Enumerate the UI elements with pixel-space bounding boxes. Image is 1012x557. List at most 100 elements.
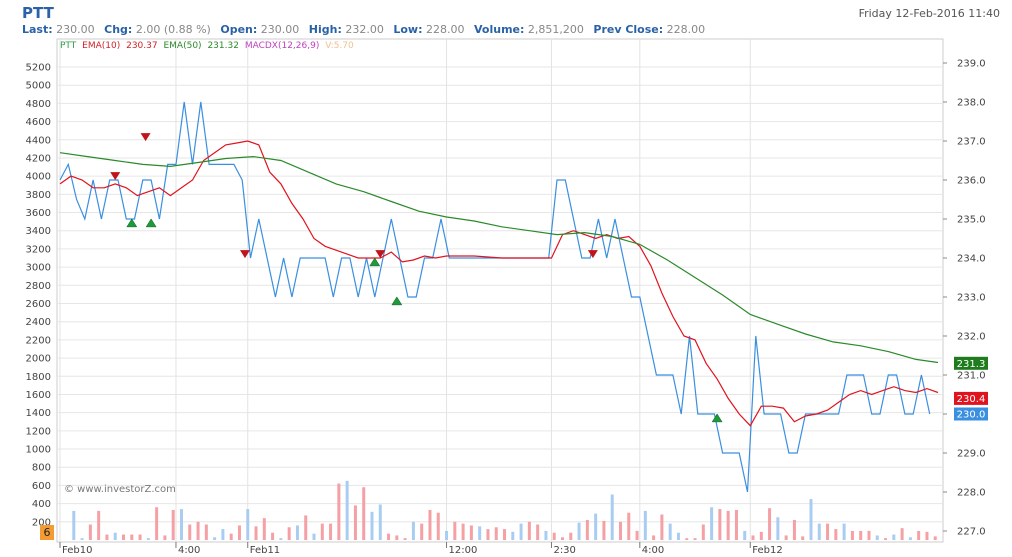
volume-bar xyxy=(204,524,208,540)
last-value-text: 230.0 xyxy=(957,410,986,421)
volume-bar xyxy=(486,529,490,540)
volume-bar xyxy=(387,533,391,540)
quote-value: 2,851,200 xyxy=(527,23,584,36)
volume-bar xyxy=(80,538,84,540)
volume-tick-label: 5000 xyxy=(26,81,51,92)
volume-bar xyxy=(337,483,341,540)
volume-bar xyxy=(875,535,879,540)
volume-bar xyxy=(436,512,440,540)
volume-bar xyxy=(834,529,838,540)
volume-bar xyxy=(610,494,614,540)
volume-bar xyxy=(88,524,92,540)
price-tick-label: 238.0 xyxy=(957,98,986,109)
quote-value: 228.00 xyxy=(666,23,706,36)
volume-bar xyxy=(221,529,225,540)
last-value-labels: 231.3 230.4 230.0 xyxy=(954,356,988,421)
price-axis: 227.0 228.0 229.0 230.0 231.0 232.0 233.0 234.0… xyxy=(943,59,986,538)
volume-bar xyxy=(809,499,813,540)
volume-bar xyxy=(676,532,680,540)
volume-bar xyxy=(420,523,424,540)
volume-bar xyxy=(652,535,656,540)
sell-signal-icon xyxy=(140,133,151,142)
volume-bar xyxy=(792,519,796,540)
volume-bar xyxy=(378,504,382,540)
volume-bar xyxy=(362,487,366,540)
price-tick-label: 236.0 xyxy=(957,176,986,187)
volume-bar xyxy=(569,532,573,540)
price-tick-label: 239.0 xyxy=(957,59,986,70)
quote-value: 228.00 xyxy=(426,23,465,36)
grid-lines xyxy=(57,39,943,542)
buy-signal-icon xyxy=(369,257,381,267)
series-line xyxy=(59,140,939,427)
volume-bar xyxy=(627,512,631,540)
volume-bar xyxy=(734,509,738,540)
volume-bar xyxy=(304,515,308,540)
volume-axis: 200 400 600 800 1000 1200 1400 1600 1800 2000 2200… xyxy=(26,63,51,529)
volume-bar xyxy=(72,510,76,540)
quote-value: 2.00 (0.88 %) xyxy=(135,23,211,36)
volume-bar xyxy=(784,535,788,540)
buy-signal-icon xyxy=(391,296,403,306)
price-tick-label: 231.0 xyxy=(957,371,986,382)
volume-bar xyxy=(718,509,722,540)
volume-bar xyxy=(163,535,167,540)
volume-tick-label: 1200 xyxy=(26,426,51,437)
volume-bar xyxy=(271,532,275,540)
volume-bar xyxy=(97,510,101,540)
sell-signal-icon xyxy=(110,172,121,181)
volume-bar xyxy=(395,535,399,540)
volume-bar xyxy=(461,523,465,540)
volume-tick-label: 4400 xyxy=(26,135,51,146)
volume-tick-label: 600 xyxy=(32,481,51,492)
volume-scale-marker: 6 xyxy=(40,525,54,540)
legend-entry: PTT xyxy=(60,41,77,51)
quote-summary: Last: 230.00 Chg: 2.00 (0.88 %) Open: 23… xyxy=(22,23,711,36)
volume-tick-label: 3600 xyxy=(26,208,51,219)
volume-bar xyxy=(585,519,589,540)
volume-bar xyxy=(710,507,714,540)
volume-bar xyxy=(544,530,548,540)
volume-bar xyxy=(577,522,581,540)
volume-bar xyxy=(345,480,349,540)
volume-bar xyxy=(312,533,316,540)
volume-tick-label: 2000 xyxy=(26,354,51,365)
volume-bar xyxy=(552,532,556,540)
legend-entry: V:5.70 xyxy=(325,41,354,51)
quote-datetime: Friday 12-Feb-2016 11:40 xyxy=(858,7,1000,20)
volume-bar xyxy=(171,509,175,540)
volume-bars xyxy=(72,480,937,540)
last-value-text: 231.3 xyxy=(957,359,986,370)
volume-tick-label: 4800 xyxy=(26,99,51,110)
quote-value: 230.00 xyxy=(260,23,300,36)
volume-bar xyxy=(561,537,565,540)
volume-bar xyxy=(279,538,283,540)
volume-bar xyxy=(925,531,929,540)
last-value-tag xyxy=(954,356,988,370)
volume-bar xyxy=(917,530,921,540)
volume-bar xyxy=(908,537,912,540)
volume-bar xyxy=(403,538,407,540)
volume-tick-label: 3200 xyxy=(26,244,51,255)
volume-bar xyxy=(743,530,747,540)
volume-bar xyxy=(900,528,904,540)
volume-bar xyxy=(105,534,109,540)
last-value-tag xyxy=(954,407,988,421)
volume-tick-label: 1800 xyxy=(26,372,51,383)
volume-tick-label: 3000 xyxy=(26,263,51,274)
price-tick-label: 229.0 xyxy=(957,449,986,460)
quote-label: Low: xyxy=(393,23,423,36)
time-tick-label: 12:00 xyxy=(449,545,478,556)
volume-bar xyxy=(254,526,258,540)
volume-bar xyxy=(884,538,888,540)
price-tick-label: 237.0 xyxy=(957,137,986,148)
volume-bar xyxy=(353,505,357,540)
chart-legend: PTT EMA(10) 230.37 EMA(50) 231.32 MACDX(… xyxy=(60,41,357,51)
volume-bar xyxy=(295,525,299,540)
legend-entry: MACDX(12,26,9) xyxy=(244,41,320,51)
volume-bar xyxy=(155,507,159,540)
quote-label: Prev Close: xyxy=(593,23,664,36)
time-tick-label: 4:00 xyxy=(642,545,664,556)
last-value-tag xyxy=(954,391,988,405)
